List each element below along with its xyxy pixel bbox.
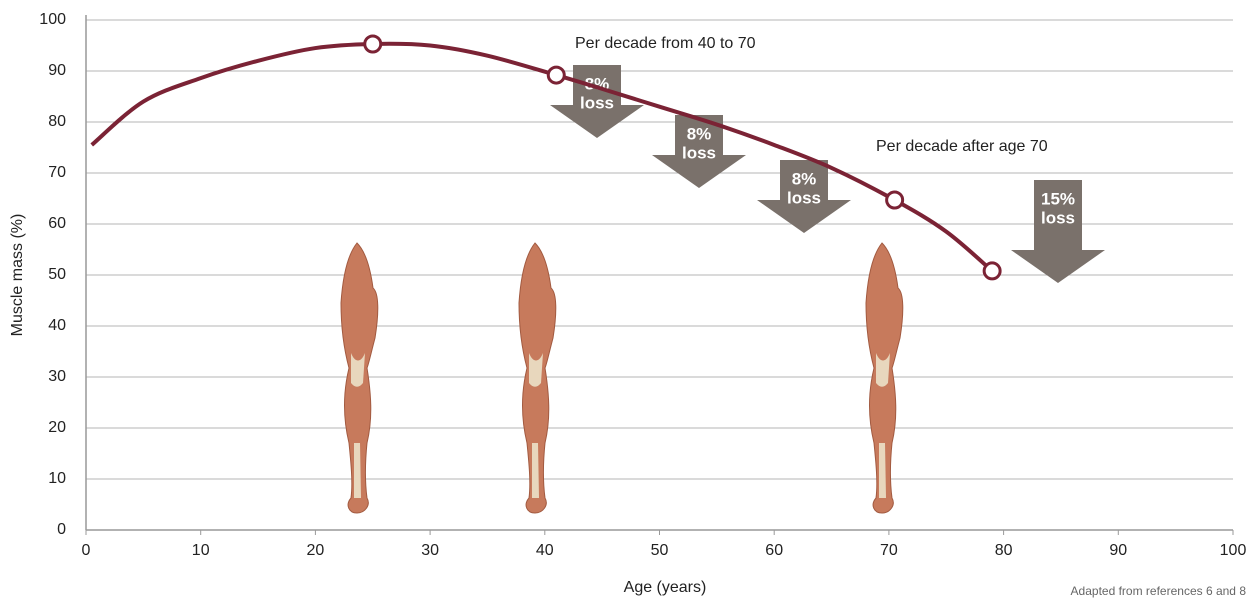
loss-arrow: [652, 115, 746, 188]
annotation: Per decade from 40 to 70: [575, 35, 756, 52]
arrow-label: loss: [580, 93, 614, 112]
data-line: [90, 41, 994, 273]
data-point: [982, 261, 1002, 281]
arrow-label: loss: [1041, 208, 1075, 227]
x-axis-title: Age (years): [624, 579, 707, 596]
x-tick-label: 80: [995, 542, 1013, 559]
data-point: [546, 65, 566, 85]
x-tick-label: 30: [421, 542, 439, 559]
y-tick-label: 60: [48, 215, 66, 232]
loss-arrow: [757, 160, 851, 233]
source-note: Adapted from references 6 and 8: [1071, 584, 1247, 598]
arrow-label: 15%: [1041, 189, 1075, 208]
y-tick-label: 100: [39, 11, 66, 28]
x-tick-label: 10: [192, 542, 210, 559]
x-tick-label: 0: [82, 542, 91, 559]
y-tick-label: 20: [48, 419, 66, 436]
x-tick-label: 20: [307, 542, 325, 559]
arrow-label: 8%: [687, 124, 712, 143]
x-tick-label: 50: [651, 542, 669, 559]
x-tick-label: 70: [880, 542, 898, 559]
y-tick-label: 70: [48, 164, 66, 181]
leg-illustration: [518, 242, 557, 514]
leg-illustration: [865, 242, 904, 514]
data-point: [885, 190, 905, 210]
arrow-label: loss: [682, 143, 716, 162]
y-tick-label: 40: [48, 317, 66, 334]
y-tick-label: 90: [48, 62, 66, 79]
y-tick-label: 0: [57, 521, 66, 538]
loss-arrow: [550, 65, 644, 138]
y-tick-label: 50: [48, 266, 66, 283]
y-tick-label: 80: [48, 113, 66, 130]
leg-illustration: [340, 242, 379, 514]
x-tick-label: 90: [1109, 542, 1127, 559]
loss-arrow: [1011, 180, 1105, 283]
arrow-label: 8%: [792, 169, 817, 188]
y-tick-label: 10: [48, 470, 66, 487]
x-tick-label: 60: [765, 542, 783, 559]
y-tick-label: 30: [48, 368, 66, 385]
arrow-label: loss: [787, 188, 821, 207]
x-tick-label: 40: [536, 542, 554, 559]
y-axis-title: Muscle mass (%): [9, 214, 26, 337]
annotation: Per decade after age 70: [876, 138, 1048, 155]
x-tick-label: 100: [1220, 542, 1247, 559]
data-point: [363, 34, 383, 54]
